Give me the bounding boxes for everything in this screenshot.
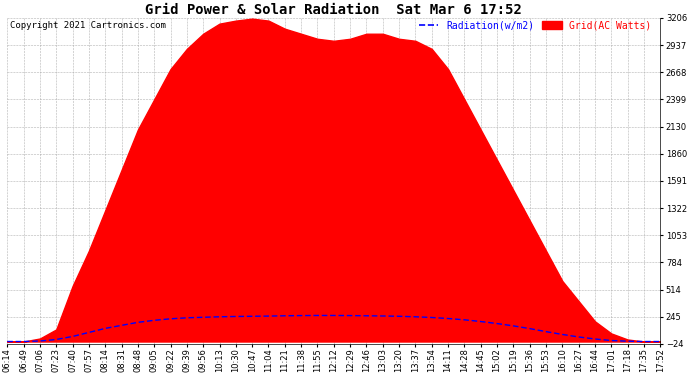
Text: Copyright 2021 Cartronics.com: Copyright 2021 Cartronics.com — [10, 21, 166, 30]
Legend: Radiation(w/m2), Grid(AC Watts): Radiation(w/m2), Grid(AC Watts) — [415, 16, 656, 34]
Title: Grid Power & Solar Radiation  Sat Mar 6 17:52: Grid Power & Solar Radiation Sat Mar 6 1… — [146, 3, 522, 17]
